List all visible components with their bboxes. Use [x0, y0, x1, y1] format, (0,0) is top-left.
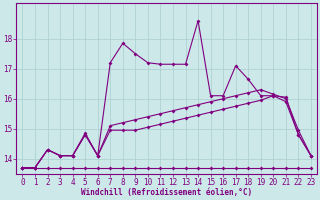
- X-axis label: Windchill (Refroidissement éolien,°C): Windchill (Refroidissement éolien,°C): [81, 188, 252, 197]
